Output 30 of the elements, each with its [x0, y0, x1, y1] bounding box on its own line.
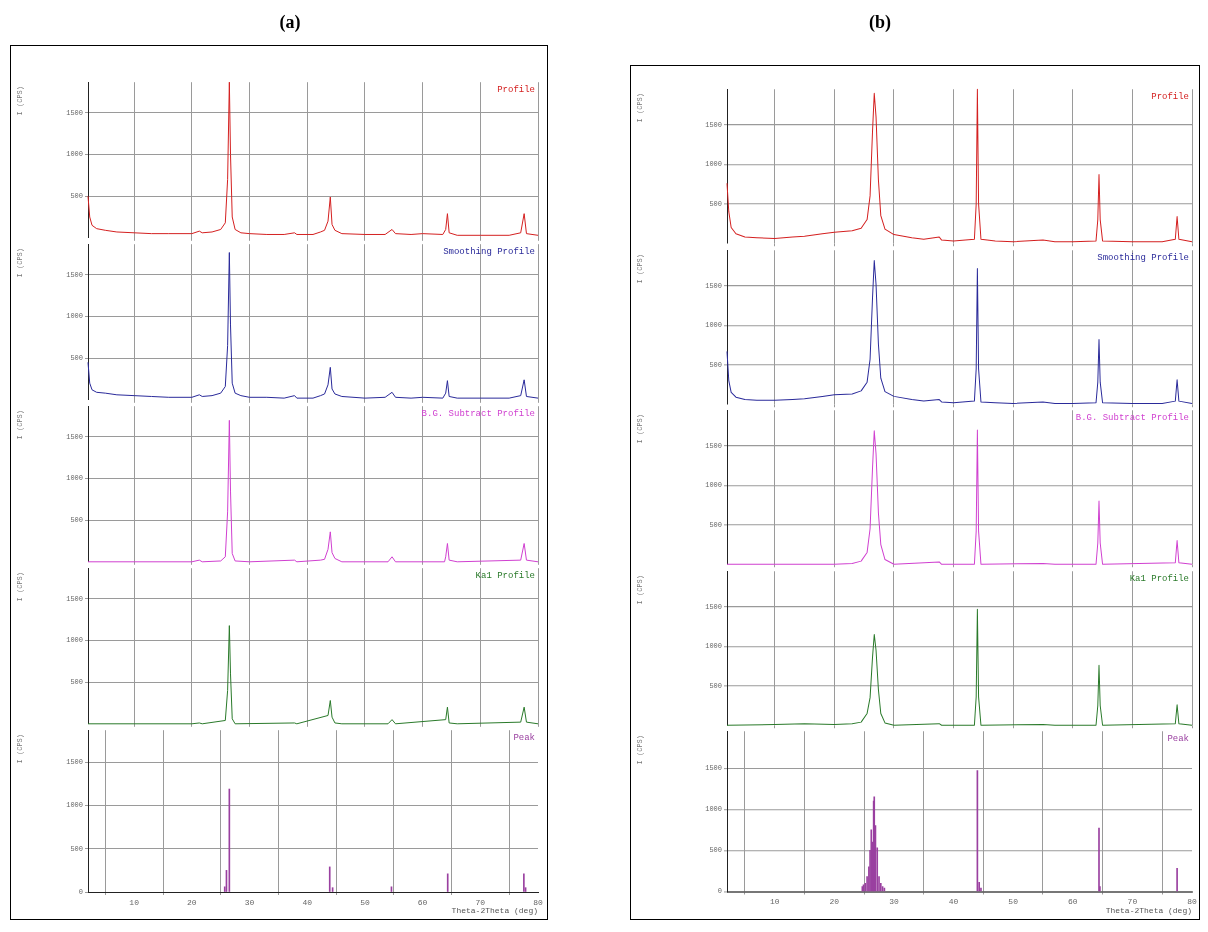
text: B.G. Subtract Profile — [421, 409, 535, 420]
text: Ka1 Profile — [475, 571, 535, 582]
x-tick-label: 30 — [889, 897, 899, 907]
text: Ka1 Profile — [1129, 572, 1189, 584]
chart-title: (a) — [278, 12, 302, 33]
text: Smoothing Profile — [1097, 251, 1189, 263]
x-tick-label: 10 — [769, 897, 780, 907]
text: Smoothing Profile — [443, 247, 535, 258]
x-tick-label: 10 — [129, 897, 140, 907]
text: Peak — [1167, 733, 1189, 745]
text: Profile — [497, 85, 535, 96]
x-tick-label: 50 — [1008, 897, 1019, 907]
text: B.G. Subtract Profile — [1075, 412, 1189, 424]
text: Profile — [1151, 91, 1189, 103]
x-tick-label: 50 — [360, 897, 370, 907]
x-axis-title: Theta-2Theta (deg) — [1105, 905, 1192, 915]
x-tick-label: 70 — [1127, 897, 1138, 907]
x-tick-label: 80 — [1187, 897, 1197, 907]
chart-title: (b) — [868, 12, 892, 33]
x-tick-label: 60 — [1067, 897, 1078, 907]
x-tick-label: 40 — [302, 897, 313, 907]
x-tick-label: 70 — [475, 897, 486, 907]
x-tick-label: 80 — [533, 897, 543, 907]
text: Peak — [513, 733, 535, 744]
x-tick-label: 20 — [187, 897, 197, 907]
x-axis-title: Theta-2Theta (deg) — [451, 906, 538, 916]
x-tick-label: 20 — [829, 897, 840, 907]
x-tick-label: 30 — [244, 897, 255, 907]
x-tick-label: 40 — [948, 897, 959, 907]
x-tick-label: 60 — [417, 897, 428, 907]
